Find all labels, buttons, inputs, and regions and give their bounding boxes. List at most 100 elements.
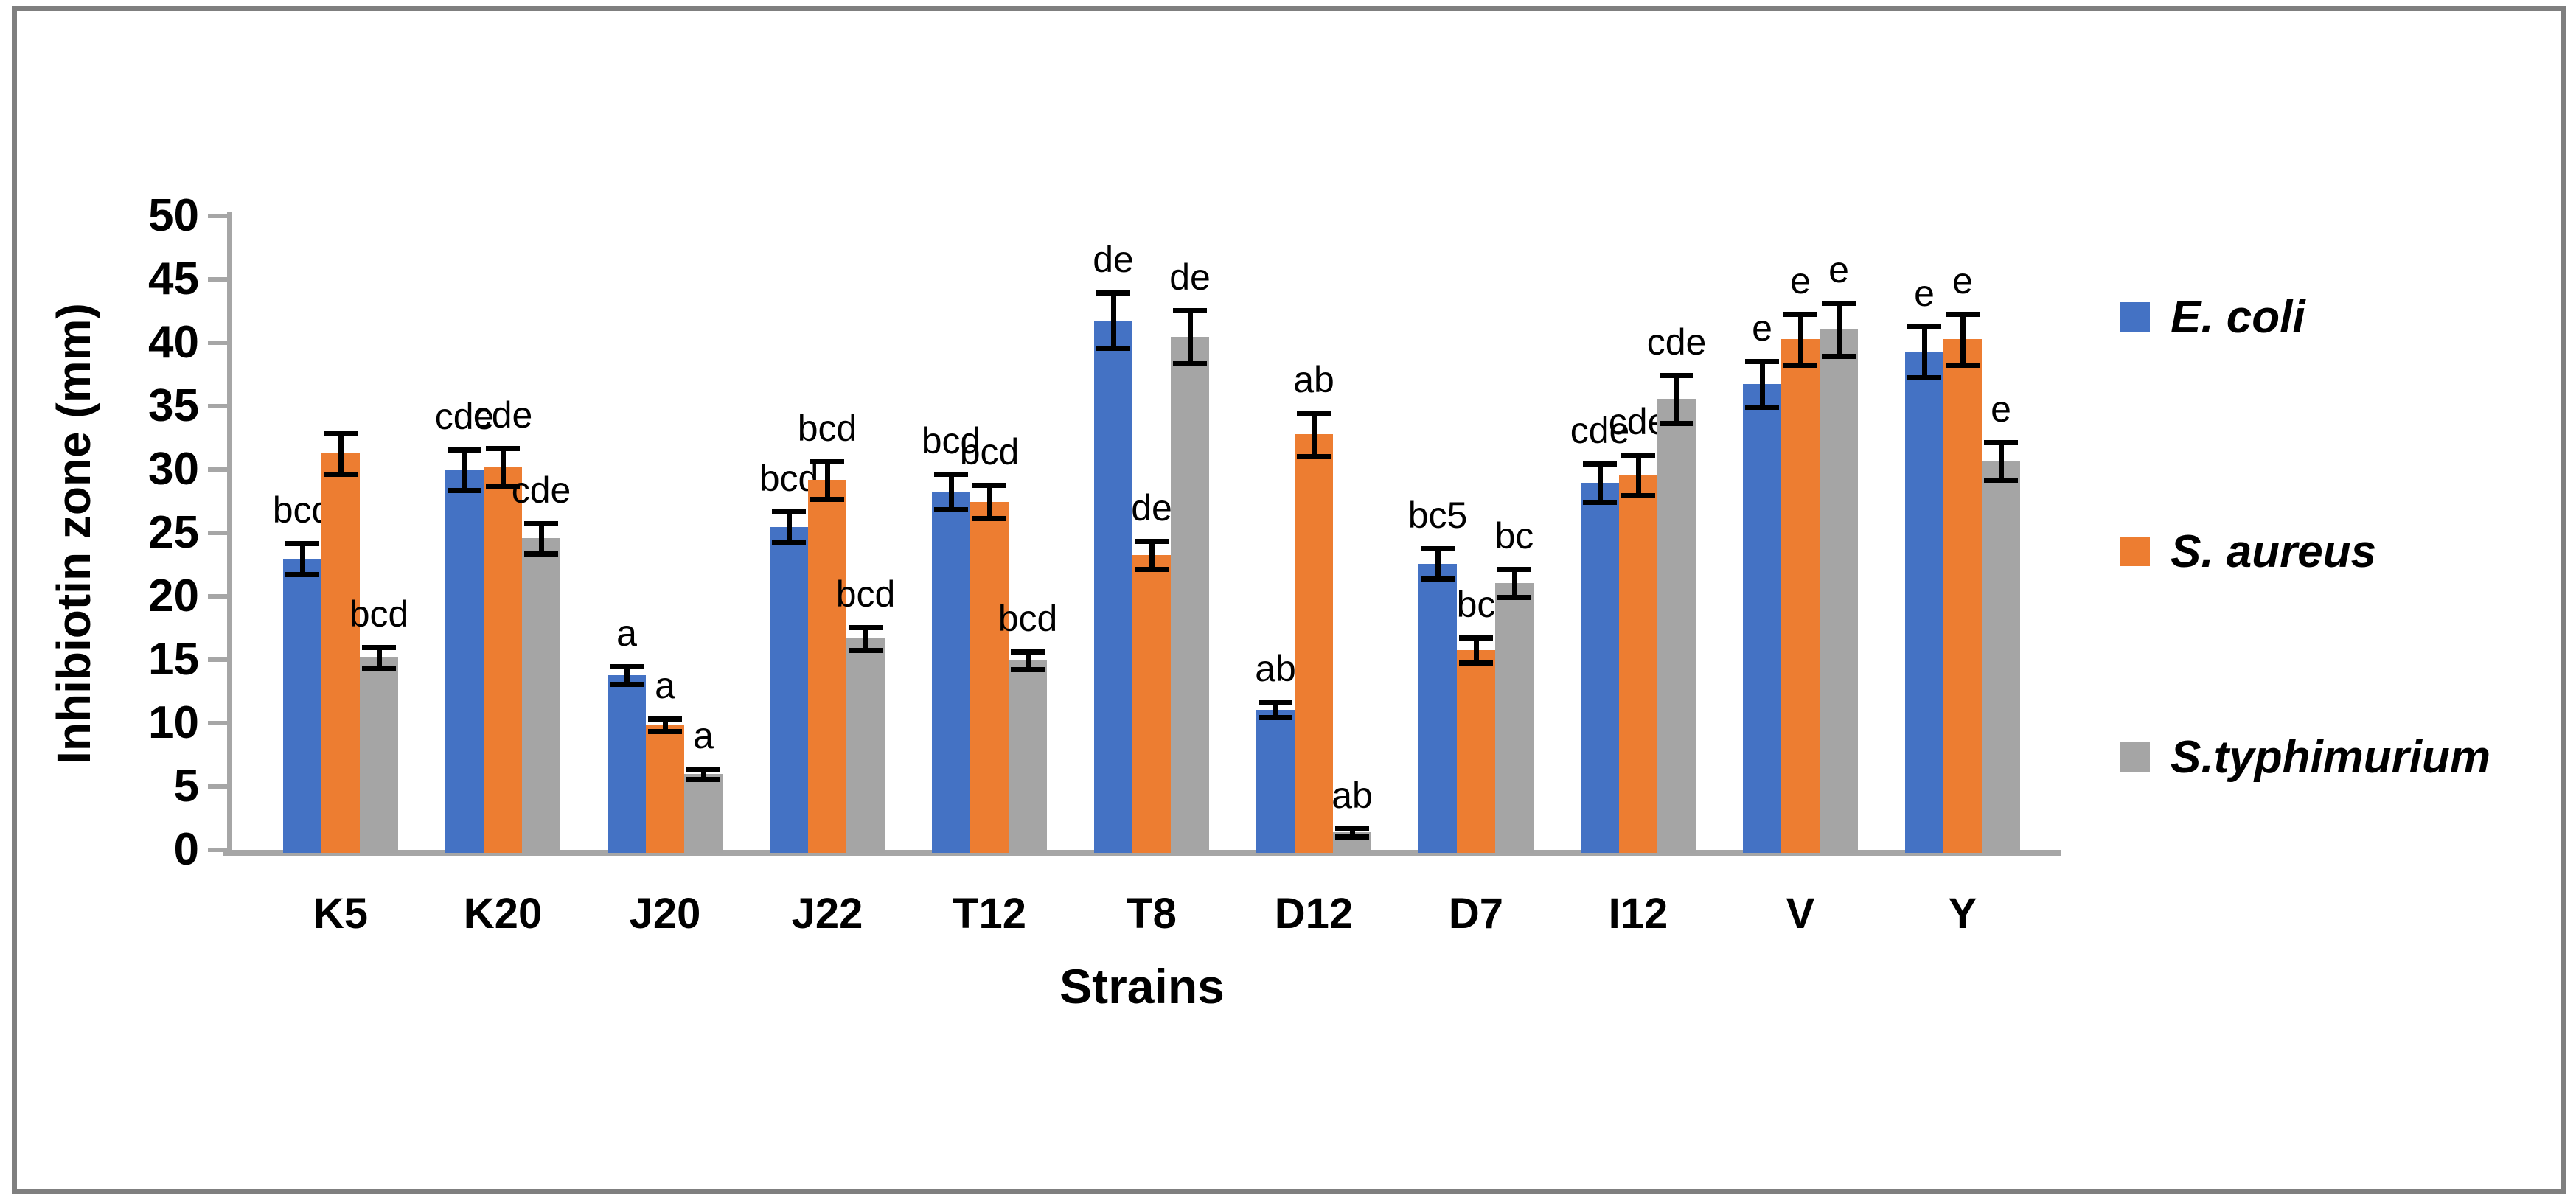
bar (1171, 336, 1209, 853)
significance-label: a (693, 715, 714, 757)
error-bar-stem (662, 718, 668, 731)
y-axis-line (227, 212, 232, 856)
error-bar-stem (376, 647, 382, 668)
error-bar-top-cap (610, 664, 644, 670)
error-bar-top-cap (1297, 411, 1331, 416)
error-bar-stem (1473, 637, 1479, 663)
bar (1781, 339, 1820, 853)
error-bar-bottom-cap (1011, 666, 1045, 672)
error-bar-top-cap (1011, 649, 1045, 655)
error-bar-bottom-cap (486, 484, 520, 489)
error-bar-top-cap (648, 716, 682, 722)
bar (321, 453, 360, 853)
error-bar-bottom-cap (1745, 404, 1779, 410)
y-tick-label: 25 (148, 507, 199, 558)
error-bar-top-cap (324, 430, 358, 436)
significance-label: e (1790, 260, 1811, 301)
error-bar-bottom-cap (1497, 594, 1531, 600)
error-bar-bottom-cap (610, 682, 644, 688)
error-bar-bottom-cap (362, 665, 396, 671)
bar (1905, 352, 1943, 853)
bar (1581, 482, 1619, 853)
error-bar-top-cap (1459, 635, 1493, 641)
y-tick-label: 15 (148, 634, 199, 685)
error-bar-stem (1187, 310, 1193, 364)
error-bar-stem (1797, 314, 1803, 365)
y-tick-label: 0 (173, 824, 199, 875)
legend-swatch-saureus (2120, 537, 2150, 566)
error-bar-bottom-cap (1783, 362, 1817, 368)
figure-border (12, 6, 2566, 1194)
bar (1132, 554, 1171, 853)
error-bar-top-cap (486, 446, 520, 452)
error-bar-top-cap (772, 509, 806, 515)
y-tick-label: 20 (148, 571, 199, 621)
error-bar-top-cap (362, 645, 396, 651)
error-bar-top-cap (1783, 312, 1817, 317)
error-bar-top-cap (1946, 312, 1980, 317)
bar (646, 725, 684, 853)
bar (1094, 320, 1132, 853)
significance-label: ab (1331, 775, 1373, 817)
x-axis-title: Strains (1059, 959, 1225, 1014)
error-bar-top-cap (1335, 826, 1369, 832)
y-tick (208, 848, 227, 852)
error-bar-top-cap (1096, 290, 1130, 296)
error-bar-bottom-cap (849, 647, 883, 653)
significance-label: e (1914, 273, 1935, 315)
error-bar-top-cap (1173, 307, 1207, 313)
bar (484, 467, 522, 853)
error-bar-stem (1674, 374, 1679, 423)
error-bar-bottom-cap (1421, 576, 1455, 582)
y-tick-label: 45 (148, 254, 199, 304)
legend-item-styphimurium: S.typhimurium (2120, 731, 2490, 783)
error-bar-bottom-cap (324, 471, 358, 477)
error-bar-stem (1349, 829, 1355, 837)
error-bar-stem (299, 543, 305, 574)
y-tick (208, 657, 227, 662)
error-bar-stem (1110, 292, 1116, 349)
error-bar-bottom-cap (1459, 660, 1493, 666)
x-axis-line (223, 850, 2061, 856)
error-bar-bottom-cap (1984, 478, 2018, 484)
legend-item-saureus: S. aureus (2120, 526, 2376, 577)
significance-label: e (1752, 307, 1772, 349)
legend-label-ecoli: E. coli (2171, 291, 2305, 343)
error-bar-stem (700, 769, 706, 780)
significance-label: de (1093, 238, 1134, 280)
x-tick-label: J20 (629, 890, 701, 938)
error-bar-bottom-cap (648, 728, 682, 734)
x-tick-label: Y (1948, 890, 1977, 938)
y-tick-label: 50 (148, 190, 199, 241)
bar (846, 638, 885, 853)
error-bar-bottom-cap (1259, 714, 1292, 720)
bar (1657, 399, 1696, 853)
significance-label: cde (1570, 409, 1630, 451)
error-bar-bottom-cap (686, 777, 720, 783)
error-bar-bottom-cap (772, 540, 806, 545)
error-bar-top-cap (1259, 700, 1292, 705)
x-tick-label: T12 (953, 890, 1026, 938)
y-tick-label: 35 (148, 380, 199, 431)
significance-label: a (655, 664, 675, 706)
bar (1820, 329, 1858, 853)
x-tick-label: I12 (1608, 890, 1668, 938)
bar (808, 480, 846, 853)
x-tick-label: D7 (1448, 890, 1504, 938)
bar (1295, 434, 1333, 853)
error-bar-bottom-cap (1297, 453, 1331, 459)
x-tick-label: K20 (463, 890, 543, 938)
error-bar-bottom-cap (448, 488, 481, 494)
error-bar-stem (1998, 442, 2004, 481)
significance-label: bc (1494, 514, 1534, 557)
bar (1256, 709, 1295, 853)
bar (445, 470, 484, 853)
y-tick-label: 30 (148, 444, 199, 495)
significance-label: bcd (921, 419, 981, 461)
legend-swatch-ecoli (2120, 302, 2150, 332)
bar (1495, 582, 1534, 853)
y-tick (208, 467, 227, 472)
significance-label: a (616, 613, 637, 655)
bar (360, 657, 398, 853)
x-tick-label: K5 (313, 890, 369, 938)
